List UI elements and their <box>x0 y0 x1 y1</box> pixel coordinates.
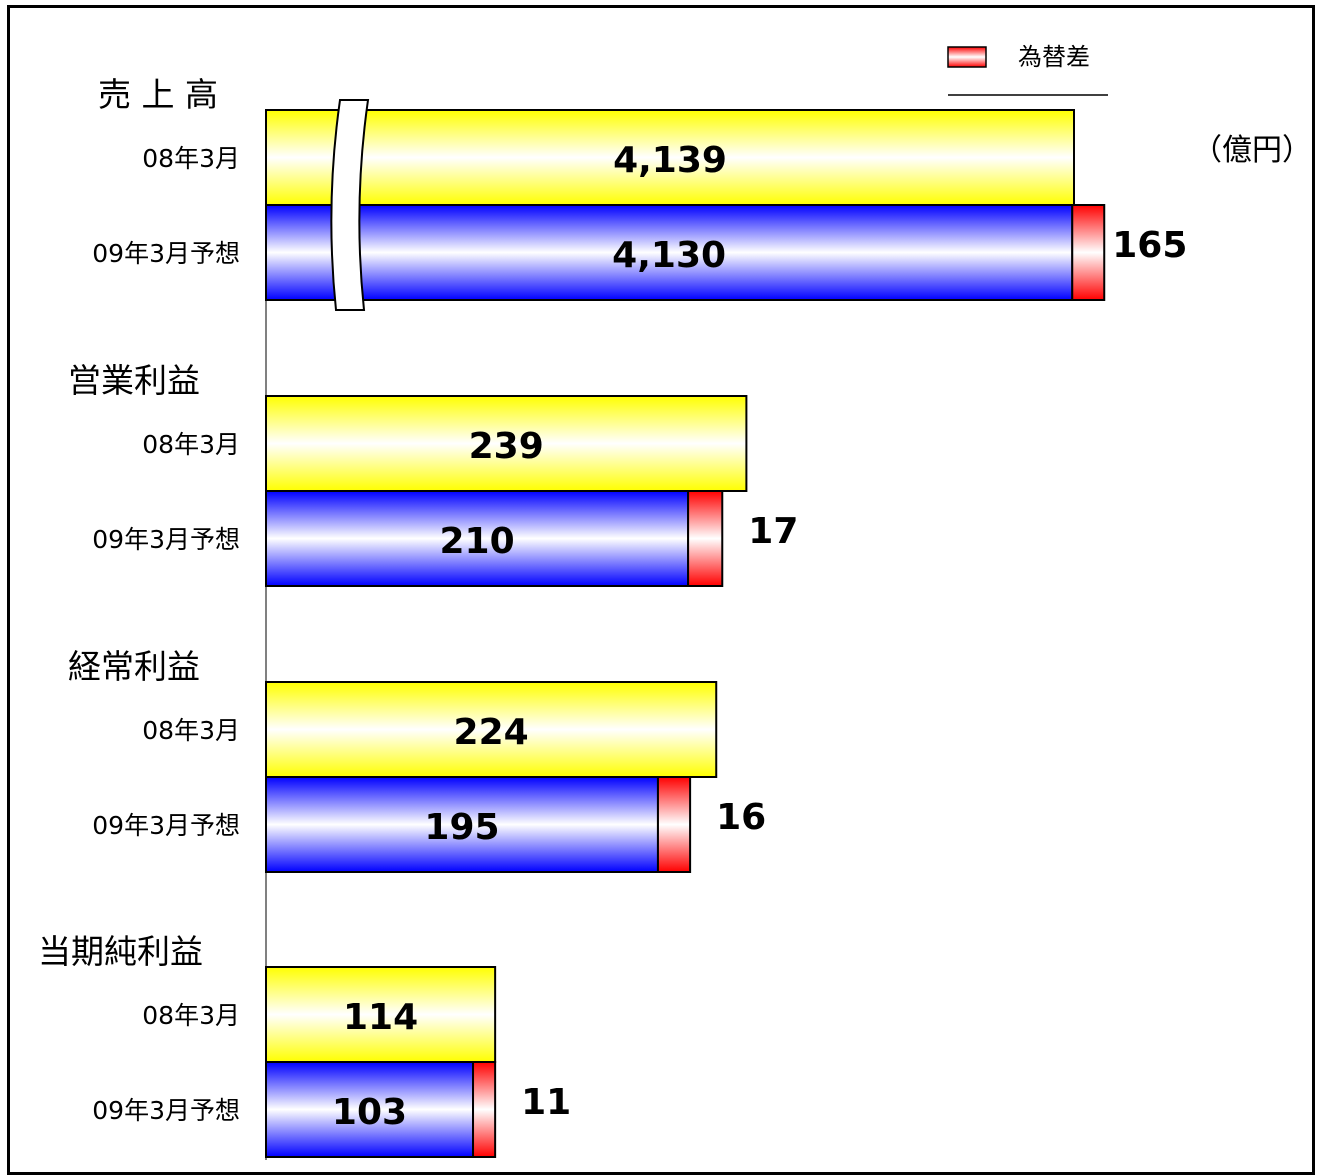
bar-value-label: 4,139 <box>613 140 727 181</box>
bar-forecast <box>265 490 690 587</box>
axis-break-marker <box>330 99 370 311</box>
bar-prior-year <box>265 109 1075 206</box>
bar-value-label: 114 <box>343 997 418 1038</box>
legend-swatch <box>947 46 987 68</box>
group-label: 当期純利益 <box>38 932 203 971</box>
bar-row-label: 08年3月 <box>142 1001 240 1030</box>
bar-row-label: 09年3月予想 <box>92 811 240 840</box>
bar-value-label: 210 <box>439 521 514 562</box>
group-label: 売 上 高 <box>98 75 218 114</box>
bar-forecast <box>265 776 659 873</box>
bar-fx-difference <box>656 776 692 873</box>
bar-value-label: 195 <box>424 807 499 848</box>
bar-row-label: 09年3月予想 <box>92 525 240 554</box>
unit-label: （億円） <box>1192 133 1312 168</box>
bar-fx-difference <box>1071 204 1106 301</box>
legend-label: 為替差 <box>1018 43 1090 71</box>
bar-fx-difference <box>687 490 724 587</box>
fx-value-label: 17 <box>748 511 798 552</box>
bar-forecast <box>265 204 1074 301</box>
fx-value-label: 16 <box>716 797 766 838</box>
bar-forecast <box>265 1061 475 1158</box>
bar-value-label: 103 <box>332 1092 407 1133</box>
bar-value-label: 224 <box>454 712 529 753</box>
fx-value-label: 11 <box>521 1082 571 1123</box>
bar-row-label: 08年3月 <box>142 716 240 745</box>
fx-value-label: 165 <box>1112 225 1187 266</box>
group-label: 営業利益 <box>68 361 200 400</box>
bar-value-label: 239 <box>469 426 544 467</box>
bar-row-label: 09年3月予想 <box>92 1096 240 1125</box>
bar-prior-year <box>265 966 497 1063</box>
bar-fx-difference <box>472 1061 497 1158</box>
bar-row-label: 08年3月 <box>142 430 240 459</box>
bar-value-label: 4,130 <box>612 235 726 276</box>
bar-row-label: 08年3月 <box>142 144 240 173</box>
bar-row-label: 09年3月予想 <box>92 239 240 268</box>
group-label: 経常利益 <box>68 647 200 686</box>
